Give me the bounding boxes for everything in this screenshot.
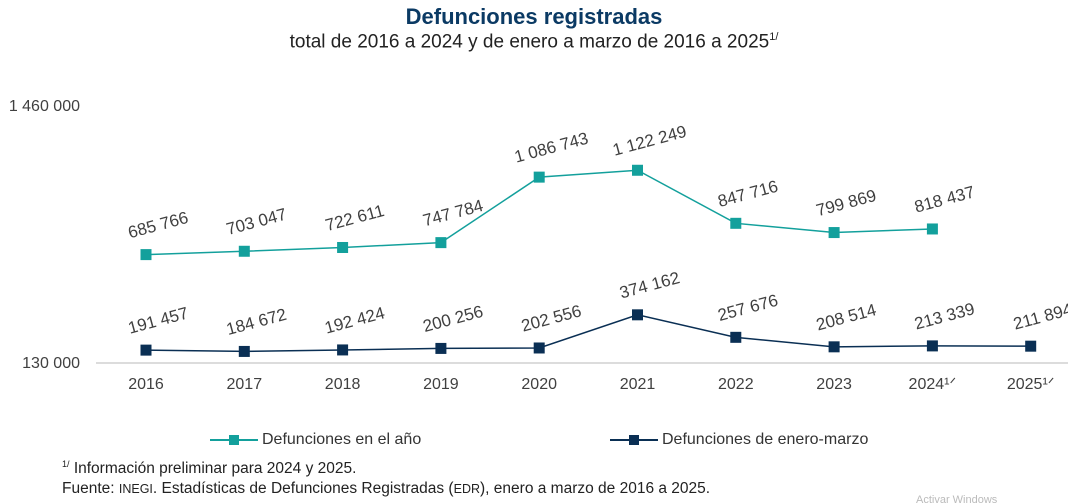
- legend-swatch-annual: [210, 434, 258, 446]
- x-tick-label: 2017: [227, 376, 263, 393]
- data-point: [238, 245, 250, 257]
- footnote-mark: 1/: [62, 459, 70, 469]
- chart-subtitle: total de 2016 a 2024 y de enero a marzo …: [0, 31, 1068, 53]
- legend-label-quarter: Defunciones de enero-marzo: [662, 431, 869, 448]
- data-point: [140, 344, 152, 356]
- data-label: 703 047: [224, 205, 288, 239]
- data-label: 374 162: [617, 268, 681, 302]
- data-label: 1 086 743: [512, 129, 590, 167]
- data-label: 818 437: [912, 182, 976, 216]
- data-point: [828, 227, 840, 239]
- data-label: 799 869: [814, 186, 878, 220]
- source-end: ), enero a marzo de 2016 a 2025.: [480, 480, 711, 497]
- data-point: [337, 344, 349, 356]
- chart-title: Defunciones registradas: [405, 4, 663, 29]
- data-label: 747 784: [421, 196, 485, 230]
- series-line-1: [145, 314, 1031, 353]
- subtitle-text: total de 2016 a 2024 y de enero a marzo …: [289, 31, 770, 53]
- source-org: INEGI: [118, 482, 153, 496]
- data-label: 192 424: [323, 303, 387, 337]
- legend-swatch-quarter: [610, 434, 658, 446]
- data-label: 847 716: [716, 177, 780, 211]
- y-tick-label-min: 130 000: [22, 355, 80, 372]
- legend-label-annual: Defunciones en el año: [262, 431, 422, 448]
- data-point: [337, 241, 349, 253]
- x-tick-label: 2018: [325, 376, 361, 393]
- data-point: [926, 223, 938, 235]
- x-tick-label: 2024¹ᐟ: [909, 376, 957, 393]
- x-tick-label: 2020: [521, 376, 557, 393]
- data-label: 184 672: [224, 305, 288, 339]
- x-tick-label: 2021: [620, 376, 656, 393]
- data-label: 191 457: [126, 303, 190, 337]
- data-label: 1 122 249: [611, 122, 689, 160]
- data-label: 685 766: [126, 208, 190, 242]
- data-point: [926, 340, 938, 352]
- data-point: [632, 309, 643, 321]
- data-label: 257 676: [716, 291, 780, 325]
- data-label: 211 894: [1011, 300, 1068, 334]
- source-mid: . Estadísticas de Defunciones Registrada…: [152, 480, 454, 497]
- x-tick-label: 2016: [128, 376, 164, 393]
- watermark: Activar Windows: [916, 494, 998, 504]
- data-point: [632, 164, 643, 176]
- data-point: [533, 171, 545, 183]
- footnote-preliminary: 1/ Información preliminar para 2024 y 20…: [62, 459, 356, 478]
- x-tick-label: 2025¹ᐟ: [1007, 376, 1055, 393]
- data-label: 213 339: [912, 299, 976, 333]
- data-point: [1025, 340, 1037, 352]
- data-label: 722 611: [323, 201, 386, 235]
- data-point: [730, 217, 742, 229]
- legend-item-quarter: Defunciones de enero-marzo: [610, 431, 868, 449]
- data-point: [435, 342, 447, 354]
- y-tick-label-max: 1 460 000: [9, 98, 80, 115]
- x-tick-label: 2022: [718, 376, 754, 393]
- data-point: [435, 237, 447, 249]
- source-prefix: Fuente:: [62, 480, 119, 497]
- data-point: [730, 331, 742, 343]
- data-label: 202 556: [519, 301, 583, 335]
- footnote-text: Información preliminar para 2024 y 2025.: [73, 460, 357, 478]
- data-point: [140, 249, 152, 261]
- data-label: 200 256: [421, 302, 485, 336]
- subtitle-footnote-mark: 1/: [769, 31, 779, 43]
- data-point: [238, 345, 250, 357]
- legend-item-annual: Defunciones en el año: [210, 431, 421, 449]
- data-point: [828, 341, 840, 353]
- data-point: [533, 342, 545, 354]
- x-tick-label: 2023: [816, 376, 852, 393]
- line-chart: 1 460 000 130 000 2016 2017 2018 2019 2020 2021…: [9, 98, 1068, 393]
- source-abbr: EDR: [453, 482, 481, 496]
- data-label: 208 514: [814, 300, 878, 334]
- x-tick-label: 2019: [423, 376, 459, 393]
- source-note: Fuente: INEGI. Estadísticas de Defuncion…: [62, 480, 710, 498]
